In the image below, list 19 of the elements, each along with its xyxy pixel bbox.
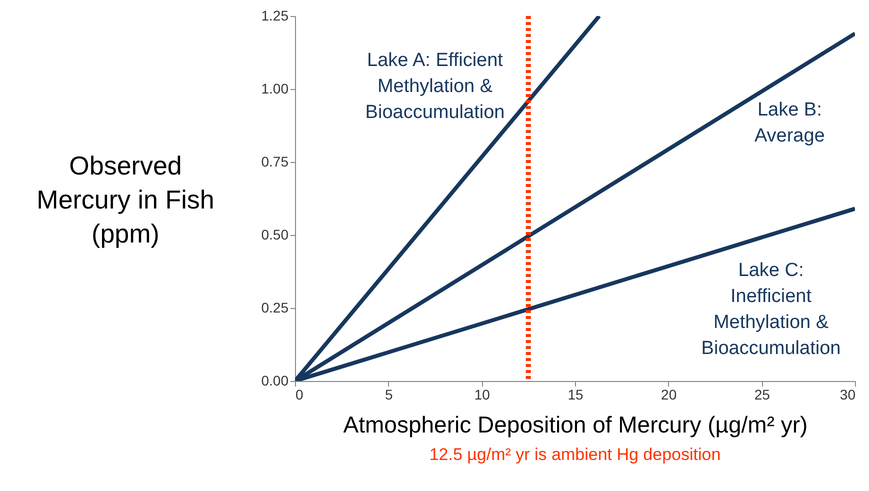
x-tick-label: 0 xyxy=(296,386,304,402)
series-label: Lake C: Inefficient Methylation & Bioaccumulation xyxy=(701,260,841,360)
x-tick-label: 25 xyxy=(754,386,770,402)
y-tick-label: 0.50 xyxy=(261,226,289,242)
y-tick-label: 0.00 xyxy=(261,372,289,388)
x-tick-label: 5 xyxy=(384,386,393,402)
series-label: Lake A: Efficient Methylation & Bioaccumulation xyxy=(365,50,505,123)
y-tick-label: 0.75 xyxy=(261,154,289,170)
ref-line-label: 12.5 µg/m² yr is ambient Hg deposition xyxy=(429,445,721,464)
x-tick-label: 10 xyxy=(474,386,490,402)
x-tick-label: 15 xyxy=(568,386,584,402)
x-axis-title: Atmospheric Deposition of Mercury (µg/m² yr) xyxy=(343,412,808,438)
series-label: Lake B: Average xyxy=(754,99,825,146)
x-tick-label: 30 xyxy=(840,386,856,402)
x-tick-label: 20 xyxy=(661,386,677,402)
y-axis-title: Observed Mercury in Fish (ppm) xyxy=(36,150,214,248)
y-tick-label: 1.25 xyxy=(261,8,289,24)
y-tick-label: 1.00 xyxy=(261,80,289,96)
y-tick-label: 0.25 xyxy=(261,300,289,316)
